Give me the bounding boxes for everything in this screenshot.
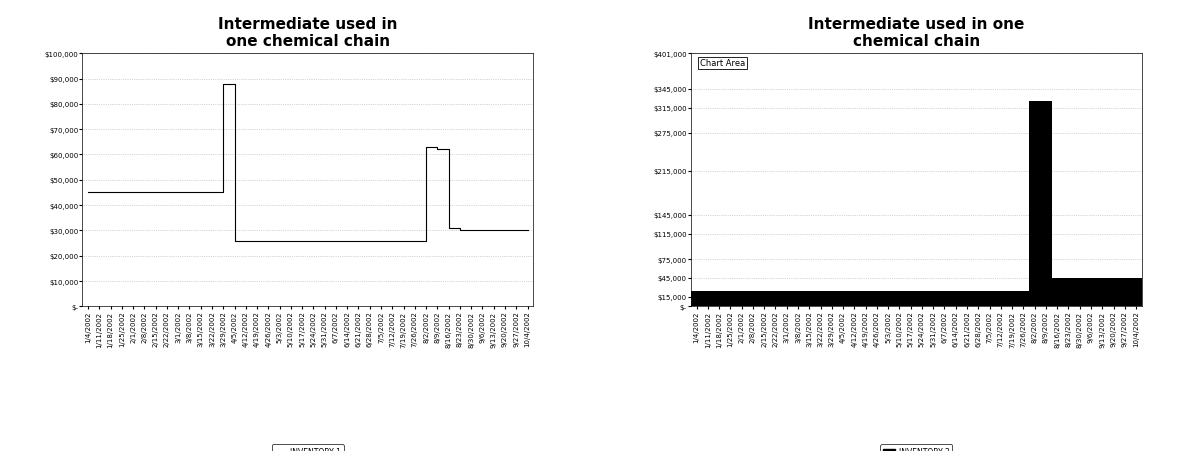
Bar [905, 291, 917, 307]
Bar [1075, 278, 1085, 307]
Bar [758, 291, 770, 307]
Bar [939, 291, 950, 307]
Bar [804, 291, 814, 307]
Bar [996, 291, 1006, 307]
Bar [837, 291, 849, 307]
Bar [770, 291, 782, 307]
Bar [871, 291, 883, 307]
Bar [849, 291, 860, 307]
Bar [1108, 278, 1119, 307]
Bar [927, 291, 939, 307]
Bar [1119, 278, 1130, 307]
Bar [691, 291, 703, 307]
Bar [972, 291, 984, 307]
Bar [814, 291, 826, 307]
Bar [1006, 291, 1018, 307]
Bar [1063, 278, 1075, 307]
Bar [1040, 102, 1051, 307]
Bar [747, 291, 758, 307]
Bar [826, 291, 837, 307]
Title: Intermediate used in
one chemical chain: Intermediate used in one chemical chain [218, 17, 398, 49]
Bar [713, 291, 725, 307]
Bar [782, 291, 792, 307]
Bar [1051, 278, 1063, 307]
Bar [1029, 102, 1040, 307]
Bar [893, 291, 905, 307]
Bar [984, 291, 996, 307]
Text: Chart Area: Chart Area [700, 59, 745, 68]
Bar [736, 291, 747, 307]
Bar [1018, 291, 1029, 307]
Bar [917, 291, 927, 307]
Bar [962, 291, 972, 307]
Bar [1097, 278, 1108, 307]
Bar [860, 291, 871, 307]
Bar [1130, 278, 1142, 307]
Legend: INVENTORY 2: INVENTORY 2 [880, 444, 952, 451]
Bar [1085, 278, 1097, 307]
Bar [950, 291, 962, 307]
Legend: INVENTORY 1: INVENTORY 1 [272, 444, 344, 451]
Title: Intermediate used in one
chemical chain: Intermediate used in one chemical chain [809, 17, 1024, 49]
Bar [883, 291, 893, 307]
Bar [703, 291, 713, 307]
Bar [725, 291, 736, 307]
Bar [792, 291, 804, 307]
